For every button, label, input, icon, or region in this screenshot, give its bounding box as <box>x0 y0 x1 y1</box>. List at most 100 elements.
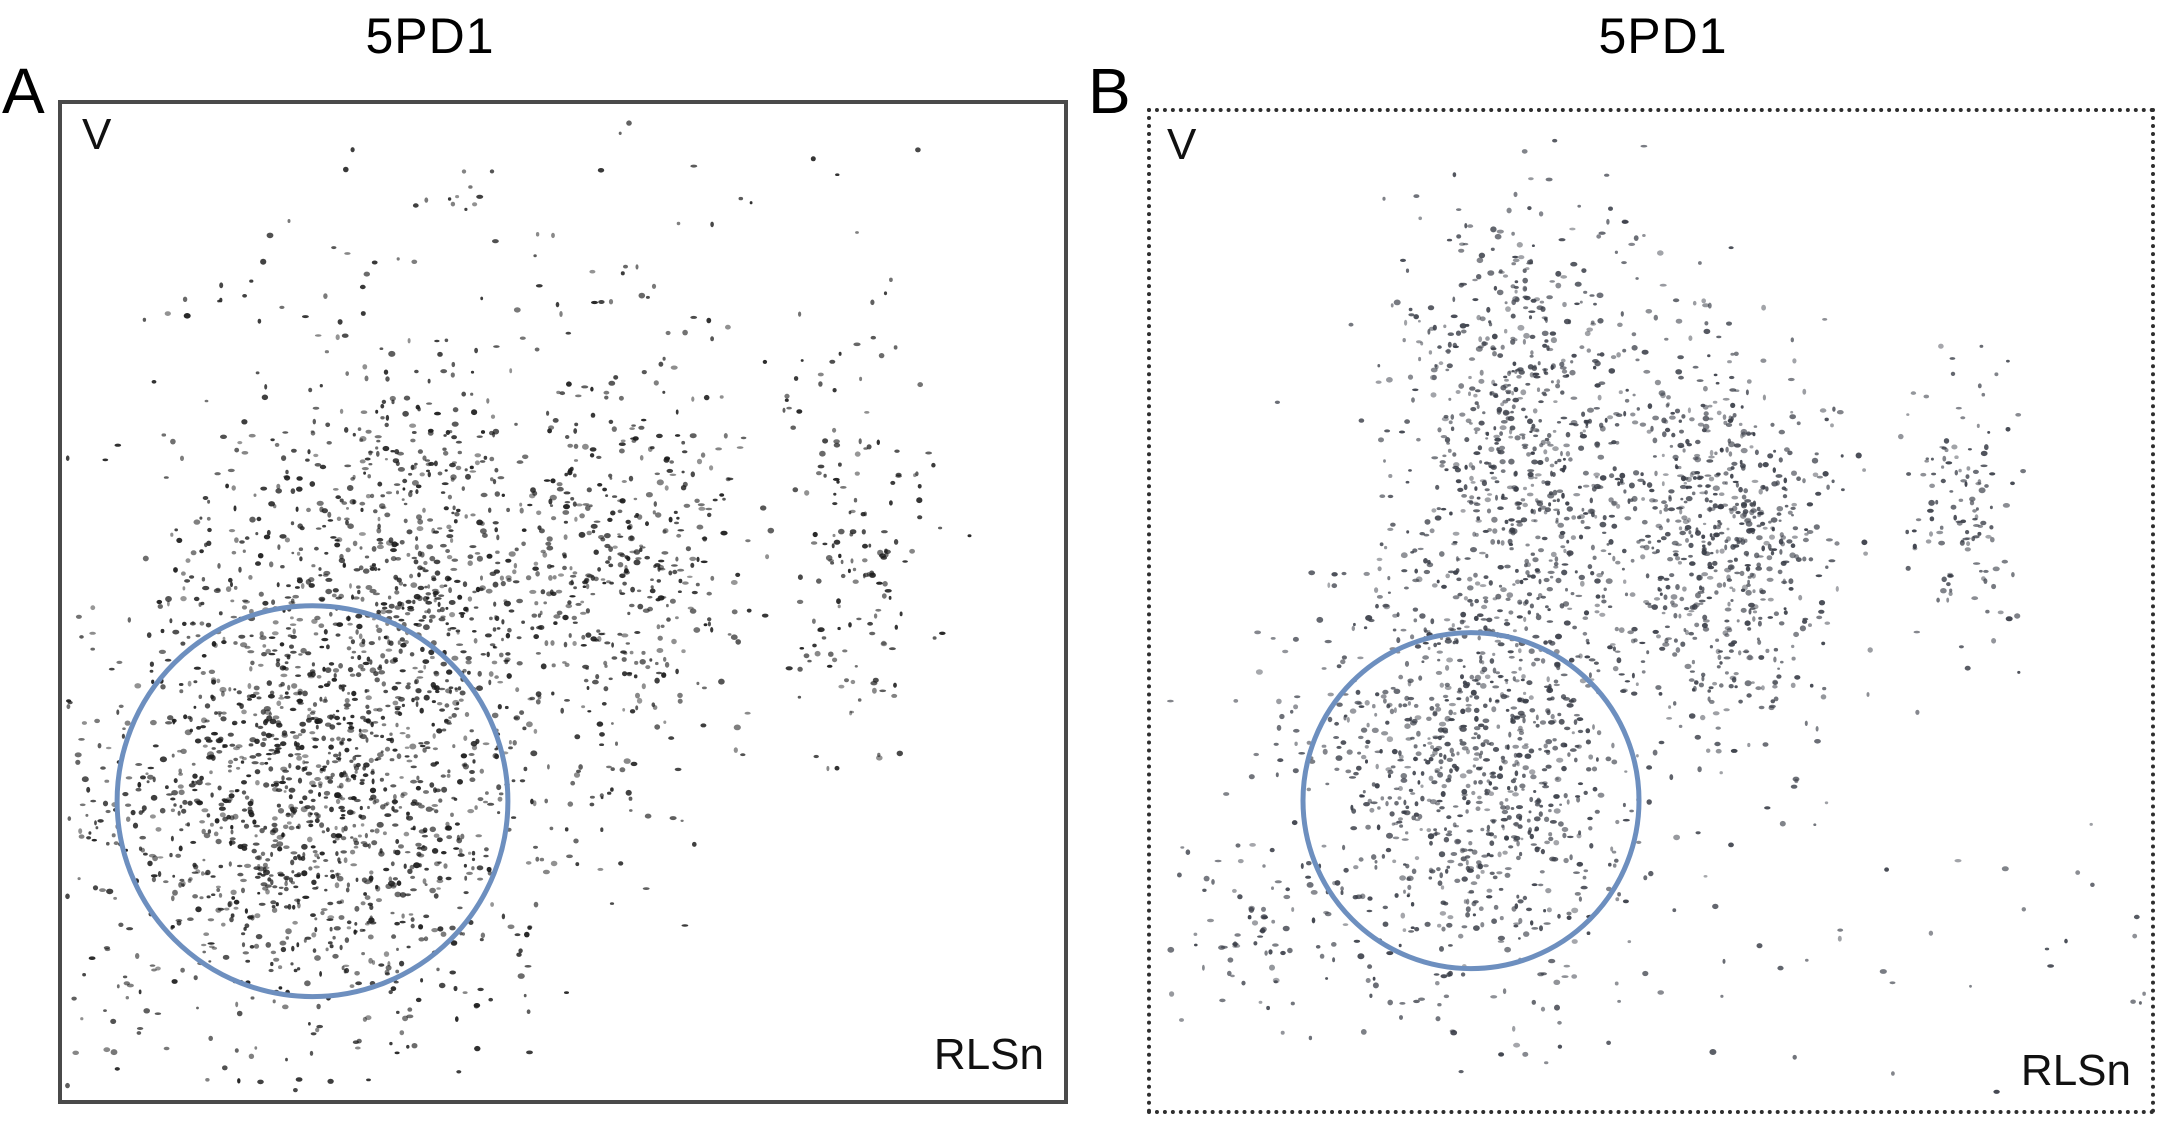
panel-b-point <box>1715 748 1722 754</box>
panel-b-point <box>1538 883 1544 887</box>
panel-a-point <box>700 560 708 564</box>
panel-a-point <box>477 987 484 992</box>
panel-a-point <box>655 512 662 518</box>
panel-b-point <box>1496 773 1504 780</box>
panel-a-point <box>690 471 695 478</box>
panel-b-point <box>1744 680 1752 687</box>
panel-b-point <box>1441 727 1449 733</box>
panel-a-point <box>441 482 449 486</box>
panel-b-point <box>1465 859 1469 866</box>
panel-a-point <box>438 687 446 691</box>
panel-b-point <box>1609 643 1616 646</box>
panel-b-point <box>1683 500 1688 504</box>
panel-a-point <box>345 371 350 376</box>
panel-a-point <box>550 860 558 867</box>
panel-b-point <box>1422 655 1429 660</box>
panel-b-point <box>1652 415 1659 421</box>
panel-b-point <box>1407 884 1412 891</box>
panel-a-point <box>251 761 259 765</box>
panel-a-point <box>819 450 826 457</box>
panel-a-point <box>293 968 298 973</box>
panel-a-point <box>535 856 540 862</box>
panel-a-point <box>364 555 370 559</box>
panel-a-point <box>219 297 223 303</box>
panel-b-point <box>1557 1044 1563 1049</box>
panel-b-point <box>1482 596 1489 600</box>
panel-a-point <box>316 1003 321 1010</box>
panel-a-point <box>300 806 308 813</box>
panel-a-point <box>689 433 697 439</box>
panel-a-point <box>272 885 278 889</box>
panel-b-point <box>1791 514 1794 517</box>
panel-b-point <box>1618 673 1625 676</box>
panel-a-point <box>559 391 566 396</box>
panel-a-point <box>609 581 614 585</box>
panel-a-point <box>590 523 598 529</box>
panel-b-point <box>1470 481 1476 484</box>
panel-a-point <box>202 950 206 954</box>
panel-a-point <box>89 631 96 635</box>
panel-a-point <box>638 425 645 430</box>
panel-a-point <box>321 735 327 742</box>
panel-a-point <box>376 707 383 712</box>
panel-a-point <box>384 813 392 817</box>
panel-b-point <box>1357 656 1364 660</box>
panel-b-point <box>1809 683 1814 688</box>
panel-a-point <box>570 497 575 501</box>
panel-b-point <box>1729 586 1734 590</box>
panel-b-point <box>1364 700 1370 706</box>
panel-a-point <box>262 600 269 606</box>
panel-b-point <box>1253 752 1259 757</box>
panel-a-point <box>542 552 548 558</box>
panel-b-point <box>1766 566 1773 572</box>
panel-b-point <box>1690 534 1694 538</box>
panel-b-point <box>1546 907 1552 913</box>
panel-b-point <box>1767 453 1774 459</box>
panel-a-point <box>271 752 277 755</box>
panel-a-point <box>605 494 609 497</box>
panel-b-point <box>1525 382 1531 386</box>
panel-b-point <box>1481 480 1487 487</box>
panel-b-point <box>1365 978 1371 983</box>
panel-b-point <box>1353 622 1356 627</box>
panel-b-point <box>1476 863 1481 869</box>
panel-a-point <box>241 790 247 795</box>
panel-b-point <box>1438 361 1444 366</box>
panel-a-point <box>255 780 260 786</box>
panel-b-point <box>1725 481 1728 485</box>
panel-b-point <box>1752 616 1756 622</box>
panel-b-point <box>1729 675 1737 681</box>
panel-a-point <box>78 834 85 839</box>
panel-a-point <box>360 410 368 415</box>
panel-b-point <box>1715 726 1721 730</box>
panel-b-point <box>1515 501 1523 506</box>
panel-b-point <box>1492 528 1498 534</box>
panel-a-point <box>629 427 635 430</box>
panel-b-point <box>1459 773 1467 779</box>
panel-a-point <box>105 809 111 814</box>
panel-a-point <box>146 780 150 784</box>
panel-b-point <box>1719 522 1723 526</box>
panel-b-point <box>1473 707 1480 714</box>
panel-b-point <box>1645 602 1652 606</box>
panel-a-point <box>797 695 802 699</box>
panel-b-point <box>1523 286 1528 291</box>
panel-a-point <box>387 595 392 600</box>
panel-a-point <box>314 853 320 858</box>
panel-a-point <box>416 526 424 532</box>
panel-a-point <box>630 586 635 593</box>
panel-a-point <box>492 239 499 244</box>
panel-a-point <box>521 620 525 624</box>
panel-b-point <box>1509 547 1514 551</box>
panel-b-point <box>1511 370 1515 373</box>
panel-a-point <box>344 706 350 710</box>
panel-a-point <box>166 793 173 796</box>
panel-a-point <box>452 744 456 749</box>
panel-b-point <box>1515 568 1519 573</box>
panel-b-point <box>1457 658 1463 663</box>
panel-b-point <box>1298 752 1306 755</box>
panel-a-point <box>438 982 446 989</box>
panel-a-point <box>288 787 296 793</box>
panel-b-point <box>1486 508 1492 514</box>
panel-b-point <box>1392 613 1398 618</box>
